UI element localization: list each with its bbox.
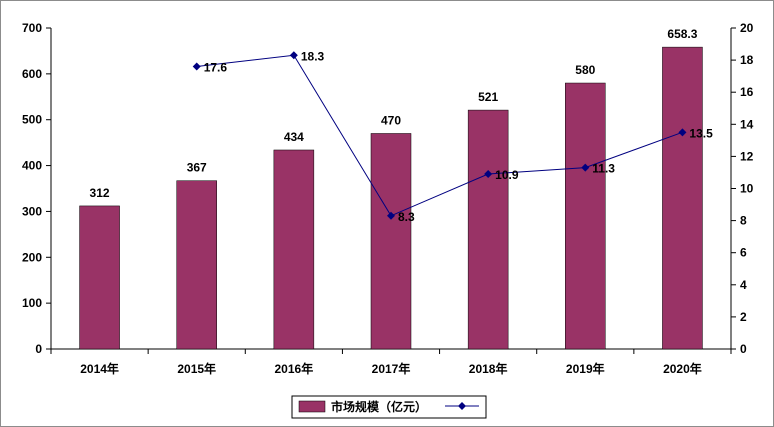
legend: 市场规模（亿元） bbox=[291, 395, 487, 419]
y-left-tick-label: 0 bbox=[35, 342, 42, 356]
line-point bbox=[581, 163, 590, 172]
legend-line-marker bbox=[458, 402, 466, 410]
line-value-label: 8.3 bbox=[398, 210, 415, 224]
y-left-tick-label: 300 bbox=[22, 204, 42, 218]
bar-value-label: 367 bbox=[187, 161, 207, 175]
y-left-tick-label: 200 bbox=[22, 250, 42, 264]
y-left-tick-label: 600 bbox=[22, 67, 42, 81]
y-right-tick-label: 4 bbox=[740, 278, 747, 292]
y-right-tick-label: 2 bbox=[740, 310, 747, 324]
line-value-labels: 17.6 18.3 8.3 10.9 11.3 13.5 bbox=[204, 49, 713, 224]
line-path bbox=[196, 54, 683, 217]
line-point bbox=[289, 51, 298, 60]
line-point bbox=[192, 62, 201, 71]
line-point bbox=[678, 128, 687, 137]
bar-value-label: 658.3 bbox=[667, 27, 697, 41]
line-value-label: 10.9 bbox=[495, 168, 519, 182]
bar bbox=[662, 46, 703, 350]
x-tick-label: 2014年 bbox=[80, 361, 119, 376]
x-tick-label: 2017年 bbox=[372, 361, 411, 376]
line-value-label: 17.6 bbox=[204, 61, 228, 75]
line-value-label: 13.5 bbox=[689, 126, 713, 140]
bar-value-label: 470 bbox=[381, 113, 401, 127]
bar-value-labels: 312 367 434 470 521 580 658.3 bbox=[90, 27, 698, 200]
y-right-tick-label: 14 bbox=[740, 117, 754, 131]
y-right-tick-label: 12 bbox=[740, 149, 754, 163]
bar bbox=[79, 205, 120, 350]
line-value-label: 18.3 bbox=[301, 49, 325, 63]
x-tick-label: 2016年 bbox=[275, 361, 314, 376]
y-right-tick-label: 6 bbox=[740, 246, 747, 260]
line-point bbox=[484, 170, 493, 179]
line-point bbox=[387, 211, 395, 220]
legend-bar-label: 市场规模（亿元） bbox=[331, 399, 427, 414]
y-right-tick-label: 10 bbox=[740, 182, 754, 196]
y-left-tick-label: 700 bbox=[22, 21, 42, 35]
legend-box bbox=[291, 395, 487, 419]
y-right-tick-label: 8 bbox=[740, 214, 747, 228]
y-left-tick-label: 400 bbox=[22, 159, 42, 173]
y-right-tick-label: 20 bbox=[740, 21, 754, 35]
y-right-tick-label: 18 bbox=[740, 53, 754, 67]
x-axis-tick-labels: 2014年 2015年 2016年 2017年 2018年 2019年 2020年 bbox=[80, 361, 702, 376]
bar bbox=[370, 133, 412, 350]
y-left-tick-label: 100 bbox=[22, 296, 42, 310]
y-left-tick-label: 500 bbox=[22, 113, 42, 127]
x-tick-label: 2015年 bbox=[177, 361, 216, 376]
line-series bbox=[192, 51, 687, 220]
y-right-tick-label: 0 bbox=[740, 342, 747, 356]
axes: 0 100 200 300 400 500 600 700 0 2 4 6 8 10 12 14 16 18 20 bbox=[22, 21, 754, 356]
bar-value-label: 521 bbox=[478, 90, 498, 104]
bar bbox=[176, 180, 217, 350]
line-value-label: 11.3 bbox=[592, 162, 615, 176]
x-tick-label: 2018年 bbox=[469, 361, 508, 376]
legend-bar-swatch bbox=[298, 400, 326, 413]
x-tick-label: 2020年 bbox=[663, 361, 702, 376]
bar bbox=[467, 109, 509, 350]
bar-value-label: 434 bbox=[284, 130, 304, 144]
bar-series bbox=[79, 46, 703, 350]
x-tick-label: 2019年 bbox=[566, 361, 605, 376]
y-right-tick-label: 16 bbox=[740, 85, 754, 99]
bar-value-label: 580 bbox=[575, 63, 595, 77]
bar bbox=[273, 149, 315, 350]
bar-value-label: 312 bbox=[90, 186, 110, 200]
bar bbox=[565, 82, 606, 350]
